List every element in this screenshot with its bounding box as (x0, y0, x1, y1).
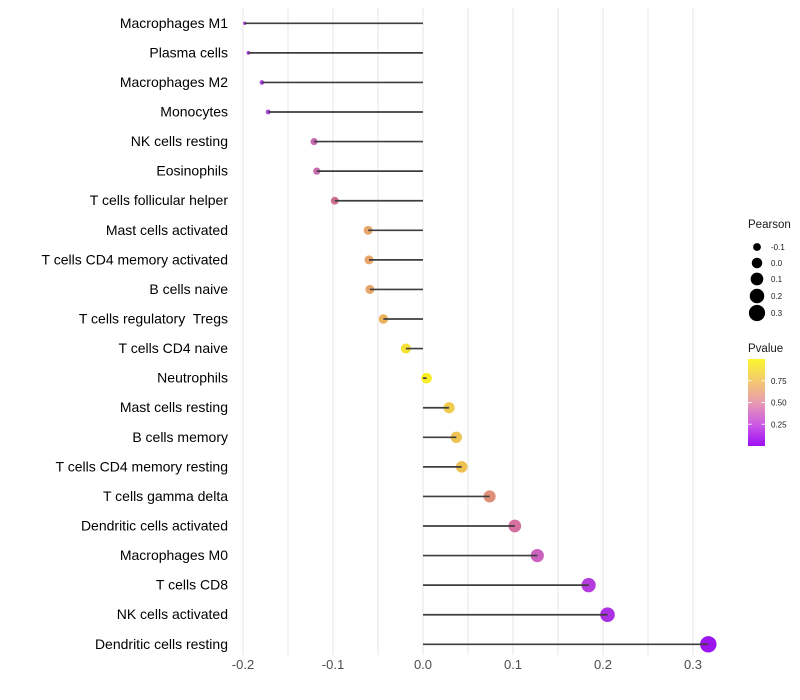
x-axis-tick-labels: -0.2 -0.1 0.0 0.1 0.2 0.3 (232, 657, 702, 672)
category-label: Mast cells resting (120, 399, 228, 415)
pvalue-color-legend: Pvalue 0.75 0.50 0.25 (748, 343, 787, 446)
category-label: T cells CD4 naive (119, 340, 229, 356)
color-legend-ticks: 0.75 0.50 0.25 (748, 377, 787, 429)
x-tick-label: 0.1 (504, 657, 522, 672)
pearson-size-legend: Pearson -0.1 0.0 0.1 0.2 0.3 (748, 219, 791, 322)
lollipop-point (400, 343, 411, 354)
color-legend-tick-label: 0.75 (771, 377, 787, 386)
category-label: NK cells resting (131, 133, 228, 149)
category-label: Eosinophils (156, 163, 228, 179)
lollipop-point (365, 284, 375, 294)
color-legend-tick-label: 0.25 (771, 420, 787, 429)
category-label: T cells gamma delta (103, 488, 228, 504)
size-legend-label: -0.1 (771, 243, 785, 252)
category-label: T cells CD4 memory activated (42, 251, 228, 267)
lollipop-point (700, 636, 717, 653)
category-label: T cells CD8 (156, 577, 228, 593)
color-legend-title: Pvalue (748, 343, 783, 355)
lollipop-stems (244, 22, 709, 646)
category-label: B cells memory (132, 429, 228, 445)
category-label: Dendritic cells activated (81, 518, 228, 534)
category-label: Mast cells activated (106, 222, 228, 238)
category-label: NK cells activated (117, 606, 228, 622)
x-tick-label: -0.2 (232, 657, 254, 672)
category-label: Dendritic cells resting (95, 636, 228, 652)
size-legend-dot (753, 243, 761, 251)
category-label: T cells follicular helper (90, 192, 229, 208)
x-gridlines (242, 8, 694, 655)
category-label: Neutrophils (157, 370, 228, 386)
size-legend-dot (751, 257, 763, 269)
size-legend-title: Pearson (748, 219, 791, 231)
size-legend-label: 0.3 (771, 309, 783, 318)
category-label: Macrophages M1 (120, 15, 228, 31)
lollipop-point (363, 225, 373, 235)
category-label: B cells naive (149, 281, 228, 297)
category-label: T cells CD4 memory resting (56, 458, 228, 474)
category-label: Plasma cells (149, 44, 228, 60)
size-legend-label: 0.2 (771, 292, 783, 301)
color-legend-tick-label: 0.50 (771, 399, 787, 408)
lollipop-points (243, 21, 717, 653)
size-legend-items: -0.1 0.0 0.1 0.2 0.3 (748, 243, 785, 322)
size-legend-label: 0.1 (771, 275, 783, 284)
x-tick-label: 0.2 (594, 657, 612, 672)
category-label: Monocytes (160, 104, 228, 120)
x-tick-label: -0.1 (322, 657, 344, 672)
lollipop-point (483, 490, 496, 503)
category-label: T cells regulatory Tregs (79, 311, 228, 327)
size-legend-dot (748, 304, 766, 322)
y-axis-category-labels: Macrophages M1 Plasma cells Macrophages M2… (42, 15, 229, 652)
x-tick-label: 0.0 (414, 657, 432, 672)
category-label: Macrophages M2 (120, 74, 228, 90)
x-tick-label: 0.3 (684, 657, 702, 672)
size-legend-label: 0.0 (771, 259, 783, 268)
pvalue-colorbar (748, 359, 765, 446)
size-legend-dot (750, 272, 764, 286)
category-label: Macrophages M0 (120, 547, 228, 563)
lollipop-point (310, 138, 318, 146)
size-legend-dot (749, 288, 765, 304)
